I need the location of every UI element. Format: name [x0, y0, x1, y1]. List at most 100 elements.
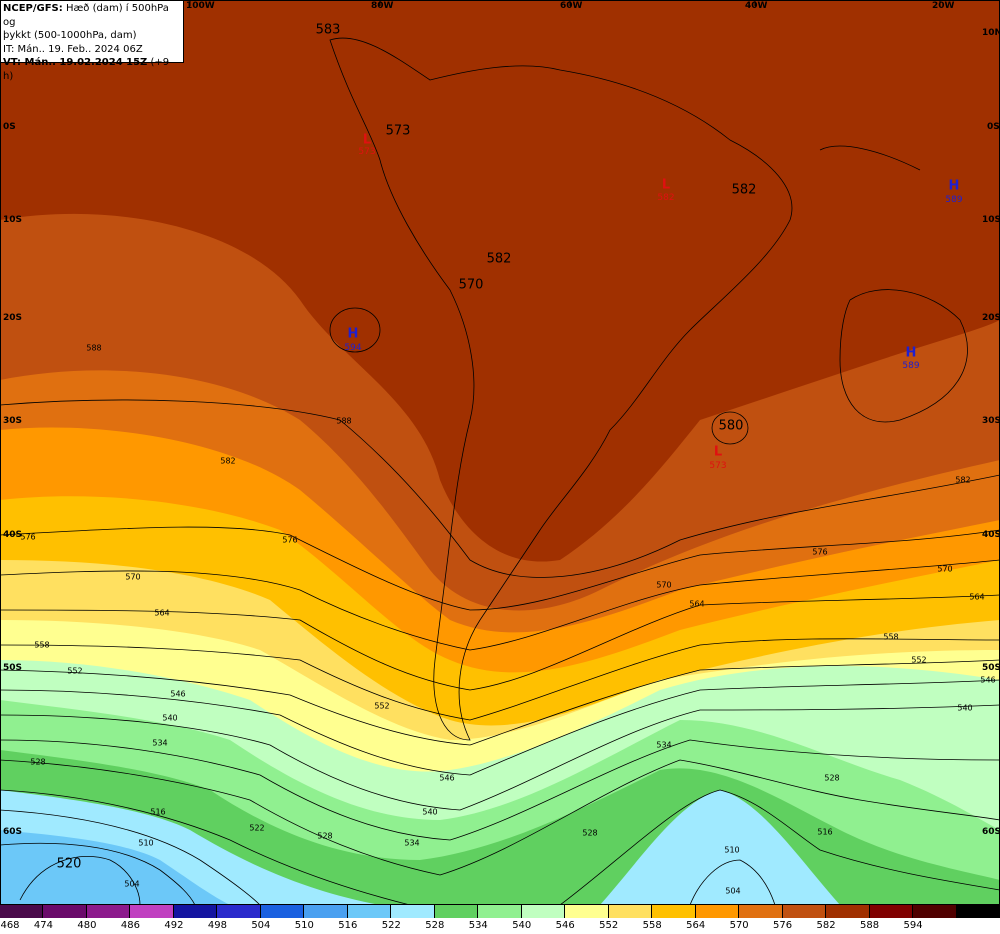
height-label: 582: [731, 182, 757, 198]
lon-label: 80W: [371, 1, 394, 11]
contour-570: [0, 559, 1000, 651]
contour-label: 540: [422, 807, 438, 817]
contour-label: 528: [582, 828, 598, 838]
colorbar-label: 552: [599, 920, 619, 931]
contour-label: 576: [282, 535, 298, 545]
contour-label: 516: [817, 827, 833, 837]
colorbar-label: 546: [555, 920, 575, 931]
contour-516-west: [0, 809, 261, 905]
title-line: NCEP/GFS: Hæð (dam) í 500hPa og: [3, 2, 181, 29]
height-label: 520: [56, 856, 82, 872]
contour-label: 558: [883, 632, 899, 642]
colorbar-swatch: [782, 905, 827, 918]
high-center-value: 589: [945, 195, 963, 205]
contour-label: 588: [86, 343, 102, 353]
contour-label: 522: [249, 823, 265, 833]
colorbar-swatch: [695, 905, 740, 918]
contour-label: 552: [911, 655, 927, 665]
contour-522: [0, 789, 411, 905]
contour-label: 540: [162, 713, 178, 723]
lat-label: 0S: [987, 122, 1000, 132]
colorbar-swatch: [478, 905, 522, 918]
model-prefix: NCEP/GFS:: [3, 3, 63, 14]
contour-label: 504: [725, 886, 741, 896]
lat-label: 10S: [982, 215, 1000, 225]
contour-label: 534: [404, 838, 420, 848]
colorbar-swatch: [173, 905, 218, 918]
contour-label: 564: [689, 599, 705, 609]
height-contours: [0, 289, 1000, 905]
colorbar-swatch: [86, 905, 131, 918]
colorbar-label: 468: [0, 920, 20, 931]
lat-label: 30S: [3, 416, 23, 426]
valid-time-line: VT: Mán.. 19.02.2024 15Z (+9 h): [3, 56, 181, 83]
contour-label: 570: [656, 580, 672, 590]
contour-label: 564: [969, 592, 985, 602]
contour-label: 582: [955, 475, 971, 485]
high-center-symbol: H: [905, 345, 917, 361]
height-label: 570: [458, 277, 484, 293]
lat-label: 50S: [3, 663, 23, 673]
colorbar-label: 528: [425, 920, 445, 931]
height-label: 580: [718, 418, 744, 434]
colorbar-swatch: [217, 905, 261, 918]
contour-label: 528: [317, 831, 333, 841]
colorbar-label: 558: [642, 920, 662, 931]
colorbar-label: 534: [468, 920, 488, 931]
high-center-value: 594: [344, 343, 362, 353]
contour-label: 546: [170, 689, 186, 699]
lat-label: 30S: [982, 416, 1000, 426]
contour-label: 516: [150, 807, 166, 817]
init-time: IT: Mán.. 19. Feb.. 2024 06Z: [3, 43, 143, 55]
forecast-hour: (+9 h): [3, 57, 170, 82]
band-516: [0, 830, 230, 905]
contour-label: 504: [124, 879, 140, 889]
colorbar-swatch: [869, 905, 914, 918]
lat-label: 60S: [982, 827, 1000, 837]
band-522-east: [600, 790, 840, 905]
contour-594-ring: [329, 307, 381, 353]
weather-map: [0, 0, 1000, 905]
contour-540: [0, 704, 1000, 811]
contour-label: 552: [374, 701, 390, 711]
model-title: Hæð (dam) í 500hPa og: [3, 3, 169, 28]
lat-label: 40S: [3, 530, 23, 540]
contour-534: [0, 739, 1000, 841]
height-label: 582: [486, 251, 512, 267]
lat-label: 10S: [3, 215, 23, 225]
contour-576: [0, 526, 1000, 611]
colorbar-label: 492: [164, 920, 184, 931]
high-center-symbol: H: [948, 178, 960, 194]
lat-label: 20S: [982, 313, 1000, 323]
colorbar-label: 564: [686, 920, 706, 931]
info-box: NCEP/GFS: Hæð (dam) í 500hPa og þykkt (5…: [0, 0, 184, 82]
colorbar-label: 510: [294, 920, 314, 931]
contour-558: [0, 638, 1000, 721]
contour-546: [0, 679, 1000, 776]
lat-label: 50S: [982, 663, 1000, 673]
lat-label: 20S: [3, 313, 23, 323]
lon-label: 20W: [932, 1, 955, 11]
colorbar-swatch: [608, 905, 653, 918]
low-center-value: 573: [709, 461, 727, 471]
contour-552: [0, 659, 1000, 746]
colorbar-label: 516: [338, 920, 358, 931]
colorbar-swatch: [913, 905, 957, 918]
lat-label: 10N: [982, 28, 1000, 38]
lon-label: 100W: [186, 1, 215, 11]
continent-outline: [329, 37, 793, 741]
low-center-symbol: L: [362, 132, 372, 148]
contour-label: 534: [152, 738, 168, 748]
contour-label: 564: [154, 608, 170, 618]
map-canvas: [0, 0, 1000, 905]
colorbar-label: 582: [816, 920, 836, 931]
height-label: 573: [385, 123, 411, 139]
low-center-value: 582: [657, 193, 675, 203]
contour-label: 588: [336, 416, 352, 426]
colorbar-label: 576: [773, 920, 793, 931]
contour-516-east: [559, 789, 1000, 905]
contour-582: [0, 399, 1000, 578]
high-center-symbol: H: [347, 326, 359, 342]
lat-label: 0S: [3, 122, 16, 132]
colorbar-swatch: [826, 905, 870, 918]
